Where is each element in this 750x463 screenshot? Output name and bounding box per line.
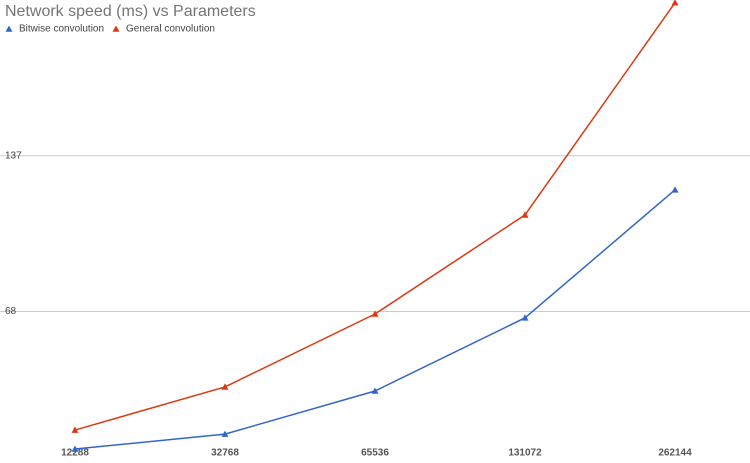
point-marker (521, 211, 529, 218)
point-marker (371, 310, 379, 317)
y-tick-label: 137 (5, 150, 22, 161)
legend-label: General convolution (126, 24, 215, 35)
y-tick-label: 68 (5, 306, 17, 317)
point-marker (671, 0, 679, 6)
point-marker (671, 186, 679, 193)
point-marker (71, 426, 79, 433)
x-tick-label: 262144 (658, 448, 692, 459)
point-marker (371, 387, 379, 394)
x-tick-label: 32768 (211, 448, 239, 459)
legend-marker (5, 25, 13, 32)
series-line (74, 2, 676, 431)
x-tick-label: 12288 (61, 448, 89, 459)
point-marker (71, 445, 79, 452)
point-marker (521, 314, 529, 321)
chart-title: Network speed (ms) vs Parameters (5, 3, 256, 20)
legend-marker (112, 25, 120, 32)
x-tick-label: 65536 (361, 448, 389, 459)
series-line (74, 189, 676, 450)
legend-label: Bitwise convolution (19, 24, 104, 35)
x-tick-label: 131072 (508, 448, 542, 459)
point-marker (221, 430, 229, 437)
point-marker (221, 383, 229, 390)
